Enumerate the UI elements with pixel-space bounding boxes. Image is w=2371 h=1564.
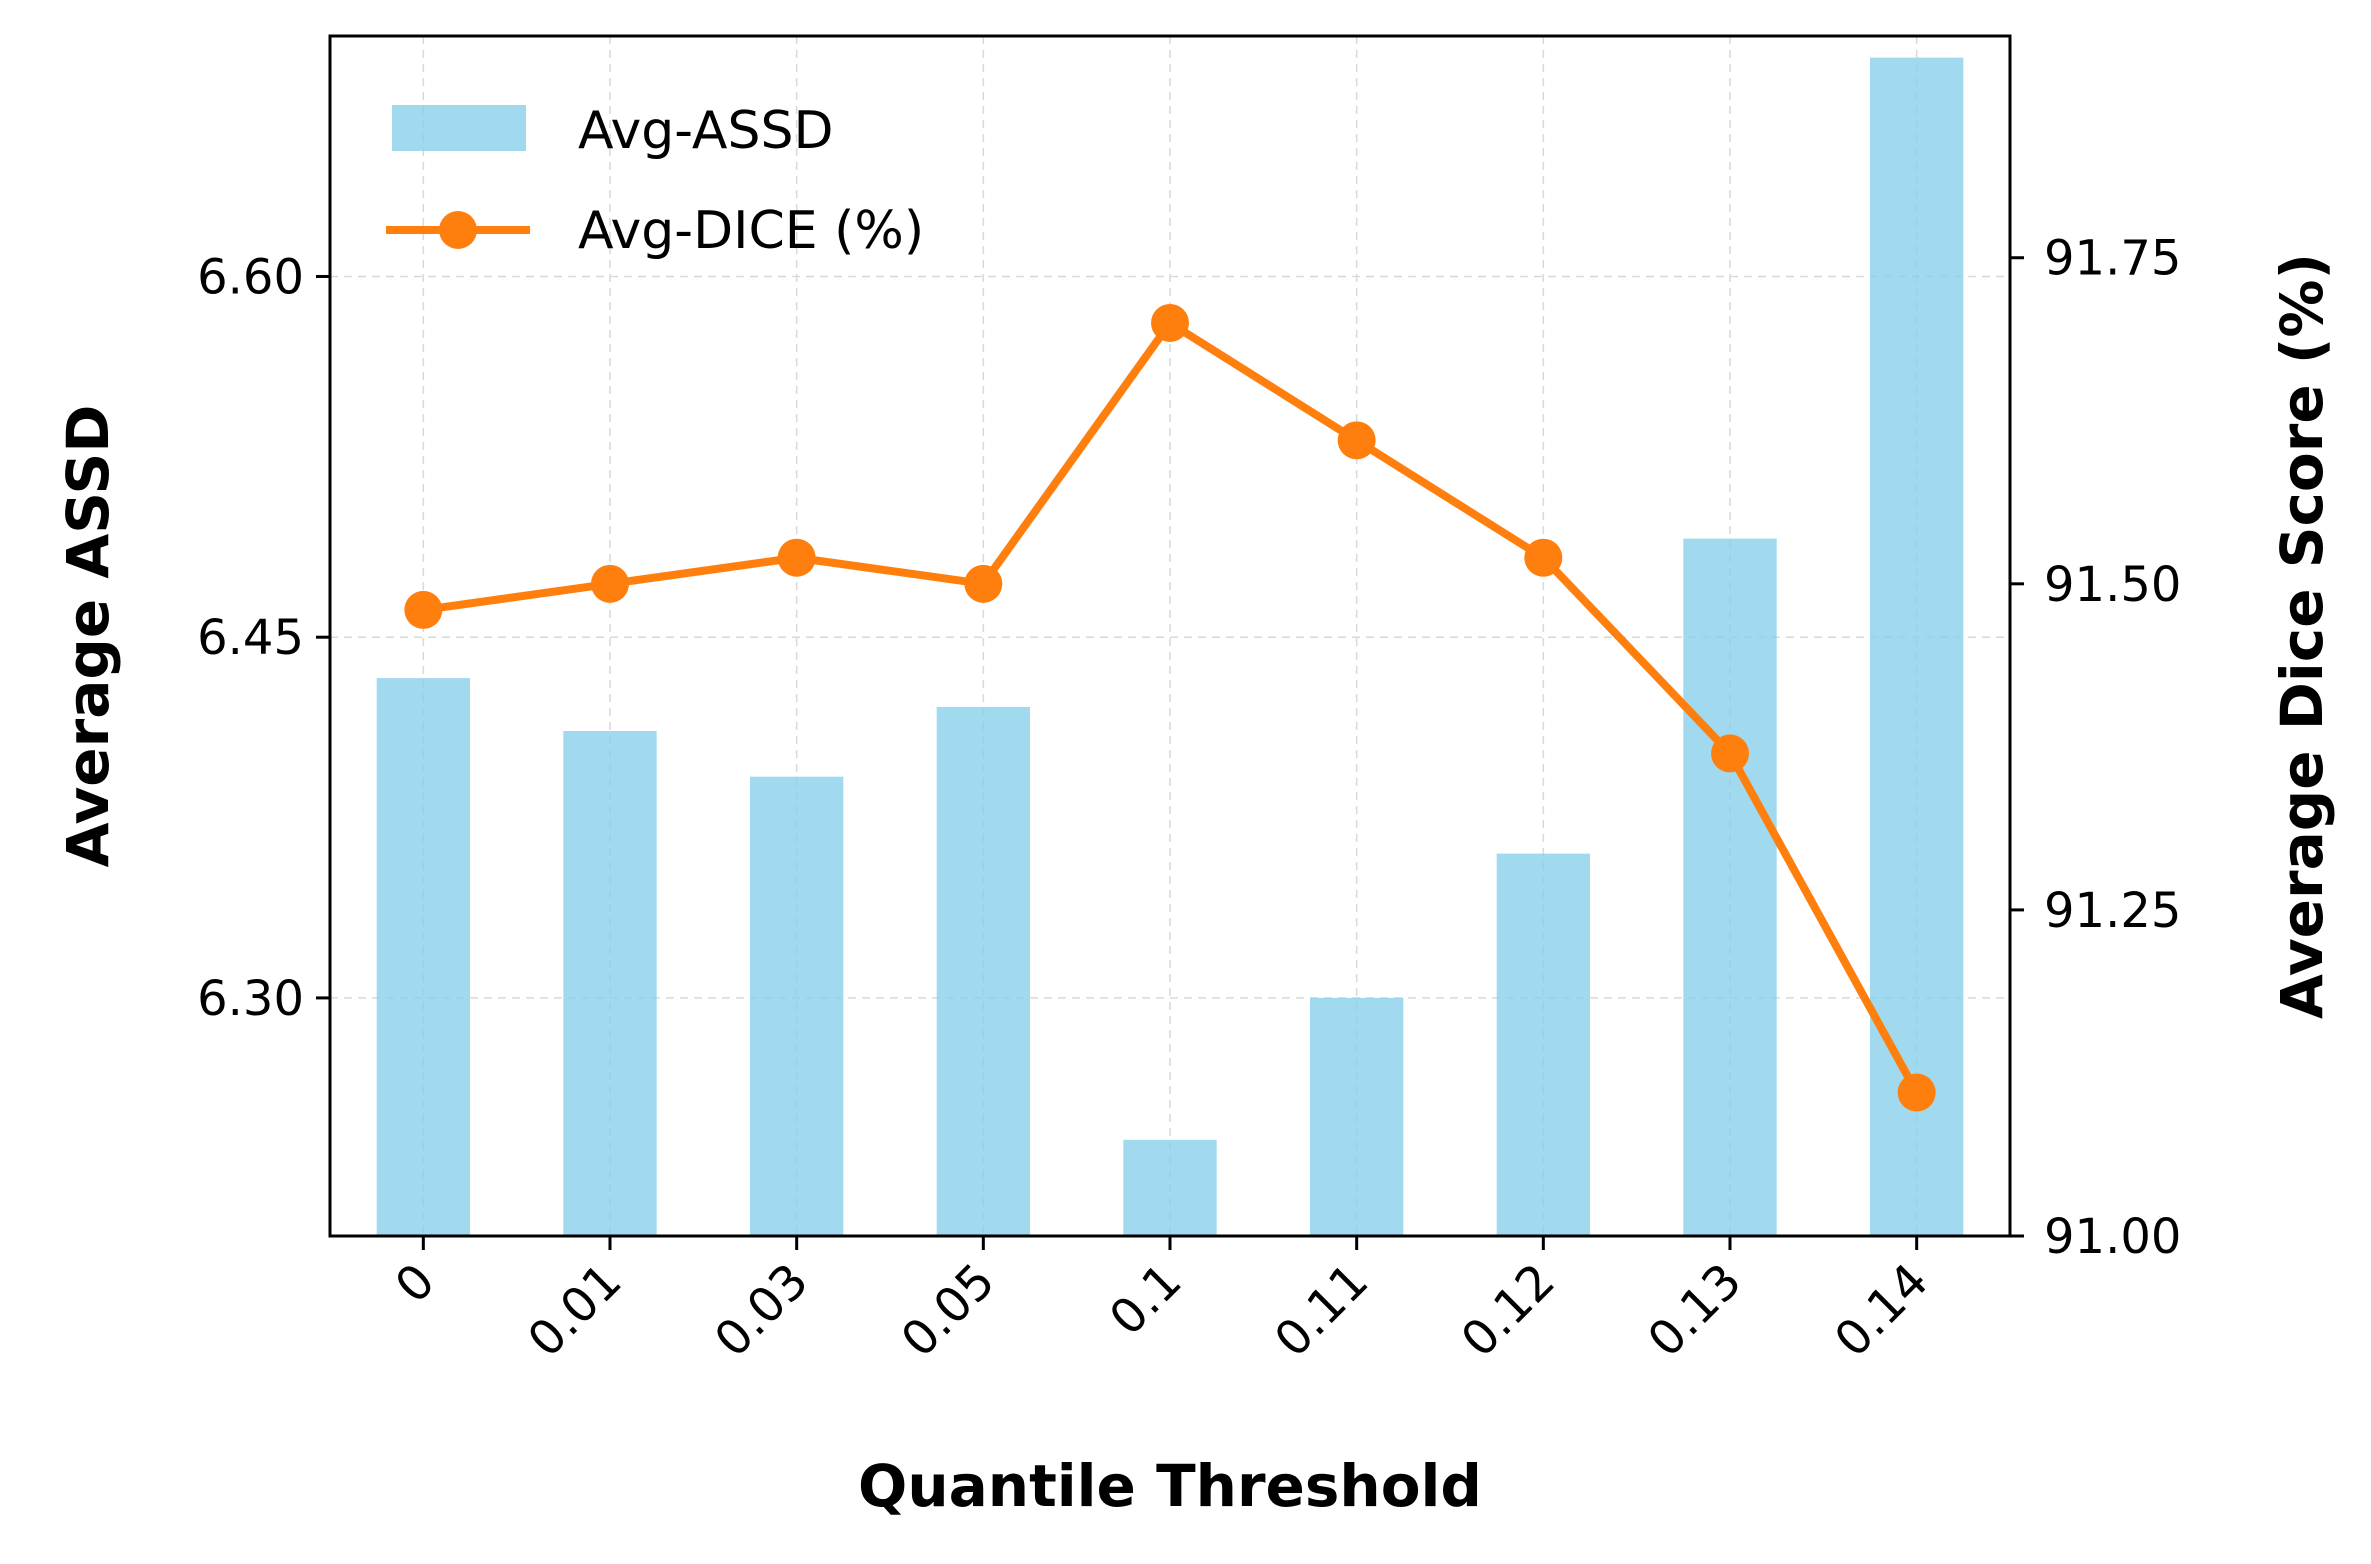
x-tick-label: 0.01 [517, 1253, 632, 1368]
left-y-axis-title: Average ASSD [54, 405, 122, 868]
legend-line-marker [439, 211, 477, 249]
legend-label-avg-dice: Avg-DICE (%) [578, 201, 924, 261]
legend: Avg-ASSD Avg-DICE (%) [386, 101, 924, 261]
point-avg-dice-0.14 [1897, 1073, 1936, 1112]
x-tick-label: 0.05 [891, 1253, 1006, 1368]
right-y-tick-label: 91.50 [2044, 557, 2181, 613]
point-avg-dice-0.13 [1711, 734, 1749, 773]
bar-avg-assd-0.03 [750, 776, 844, 1236]
point-avg-dice-0.11 [1337, 421, 1376, 460]
bar-avg-assd-0.13 [1683, 538, 1777, 1236]
legend-label-avg-assd: Avg-ASSD [578, 101, 834, 161]
x-tick-label: 0.12 [1451, 1253, 1566, 1368]
left-y-axis: 6.30 6.45 6.60 [197, 249, 330, 1027]
bar-avg-assd-0 [376, 678, 470, 1236]
right-y-tick-label: 91.00 [2044, 1209, 2181, 1265]
point-avg-dice-0.12 [1524, 538, 1563, 577]
right-y-axis: 91.00 91.25 91.50 91.75 [2010, 231, 2181, 1265]
bar-avg-assd-0.12 [1496, 853, 1590, 1236]
point-avg-dice-0 [404, 590, 443, 629]
line-series [404, 303, 1936, 1112]
right-y-tick-label: 91.75 [2044, 231, 2181, 287]
bar-avg-assd-0.1 [1123, 1139, 1217, 1236]
right-y-tick-label: 91.25 [2044, 883, 2181, 939]
left-y-tick-label: 6.30 [197, 971, 304, 1027]
x-tick-label: 0.13 [1637, 1253, 1752, 1368]
x-tick-label: 0 [385, 1253, 446, 1314]
right-y-axis-title: Average Dice Score (%) [2268, 253, 2336, 1019]
left-y-tick-label: 6.60 [197, 249, 304, 305]
x-tick-label: 0.03 [704, 1253, 819, 1368]
x-axis-title: Quantile Threshold [858, 1452, 1482, 1520]
bar-series [376, 57, 1964, 1236]
left-y-tick-label: 6.45 [197, 610, 304, 666]
point-avg-dice-0.01 [591, 564, 629, 603]
bar-avg-assd-0.05 [936, 706, 1030, 1236]
bar-avg-assd-0.01 [563, 730, 657, 1236]
x-tick-label: 0.1 [1099, 1253, 1193, 1347]
bar-avg-assd-0.11 [1310, 997, 1404, 1236]
point-avg-dice-0.1 [1151, 303, 1189, 342]
x-tick-label: 0.14 [1824, 1253, 1939, 1368]
legend-bar-swatch [392, 105, 526, 151]
point-avg-dice-0.03 [777, 538, 816, 577]
point-avg-dice-0.05 [964, 564, 1003, 603]
x-axis: 0 0.01 0.03 0.05 0.1 0.11 0.12 0.13 0.14 [385, 1236, 1939, 1368]
bar-avg-assd-0.14 [1870, 57, 1964, 1236]
x-tick-label: 0.11 [1264, 1253, 1379, 1368]
